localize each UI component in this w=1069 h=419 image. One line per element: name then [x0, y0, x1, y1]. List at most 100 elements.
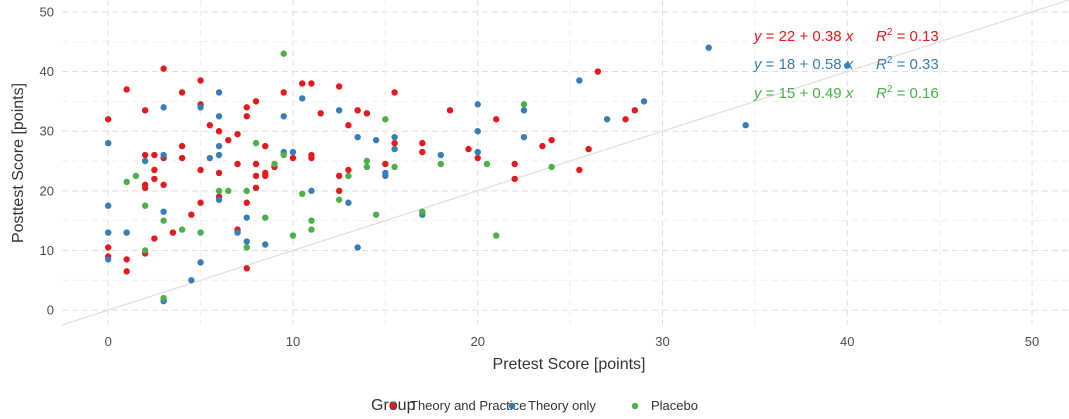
- x-axis-title: Pretest Score [points]: [493, 356, 646, 373]
- data-point: [151, 151, 158, 159]
- regression-equation: y = 18 + 0.58 x R2 = 0.33: [753, 55, 939, 73]
- data-point: [104, 244, 112, 251]
- data-point: [603, 116, 611, 123]
- data-point: [308, 217, 315, 224]
- data-point: [520, 101, 528, 108]
- data-point: [160, 104, 167, 111]
- data-point: [188, 277, 195, 284]
- data-point: [243, 199, 250, 206]
- data-point: [382, 116, 389, 123]
- data-point: [104, 202, 112, 209]
- data-point: [215, 151, 223, 159]
- data-point: [141, 184, 149, 192]
- data-point: [151, 175, 158, 183]
- legend-label: Theory and Practice: [410, 398, 526, 413]
- data-point: [215, 187, 223, 195]
- y-tick-label: 20: [40, 183, 54, 198]
- legend-label: Theory only: [528, 398, 596, 413]
- data-point: [243, 244, 250, 251]
- y-tick-label: 40: [40, 64, 54, 79]
- data-point: [576, 166, 583, 174]
- data-point: [335, 172, 343, 180]
- data-point: [493, 116, 500, 123]
- data-point: [280, 50, 287, 57]
- data-point: [372, 136, 380, 144]
- data-point: [243, 214, 250, 221]
- data-point: [243, 113, 250, 120]
- data-point: [234, 160, 241, 168]
- legend-key: [508, 402, 516, 410]
- data-point: [271, 160, 278, 168]
- identity-line: [61, 0, 1069, 326]
- data-point: [308, 187, 315, 195]
- data-point: [178, 226, 186, 233]
- data-point: [437, 151, 444, 159]
- data-point: [520, 133, 528, 141]
- data-point: [178, 89, 186, 96]
- data-point: [262, 172, 269, 180]
- data-point: [474, 148, 481, 156]
- data-point: [548, 163, 555, 171]
- x-tick-label: 20: [470, 334, 484, 349]
- data-point: [225, 136, 232, 144]
- data-point: [123, 178, 130, 186]
- y-tick-label: 30: [40, 124, 54, 139]
- data-point: [160, 294, 167, 302]
- x-tick-label: 50: [1025, 334, 1039, 349]
- y-tick-label: 50: [40, 4, 54, 19]
- data-point: [197, 259, 204, 266]
- data-point: [234, 130, 241, 138]
- data-point: [206, 154, 214, 162]
- legend-label: Placebo: [651, 398, 698, 413]
- data-point: [280, 113, 287, 120]
- data-point: [548, 136, 555, 144]
- data-point: [299, 95, 306, 102]
- data-point: [160, 181, 167, 189]
- data-point: [215, 196, 223, 203]
- data-point: [215, 113, 223, 120]
- data-point: [215, 89, 223, 96]
- data-point: [511, 160, 518, 168]
- data-point: [160, 217, 167, 224]
- data-point: [262, 142, 269, 150]
- data-point: [520, 107, 528, 114]
- data-point: [382, 172, 389, 180]
- data-point: [141, 247, 149, 254]
- data-point: [345, 199, 352, 206]
- data-point: [215, 127, 223, 135]
- axis-ticks: 0 10 20 30 40 50 0 10 20 30 40 50: [40, 4, 1040, 349]
- y-tick-label: 0: [47, 303, 54, 318]
- data-point: [372, 211, 380, 218]
- data-point: [363, 157, 371, 165]
- data-point: [197, 104, 204, 111]
- data-point: [252, 184, 260, 192]
- data-point: [335, 196, 343, 203]
- data-point: [141, 202, 149, 209]
- data-point: [252, 172, 260, 180]
- data-point: [511, 175, 518, 183]
- data-point: [178, 154, 186, 162]
- data-point: [382, 160, 389, 168]
- data-point: [289, 148, 297, 156]
- data-point: [151, 166, 158, 174]
- data-point: [335, 83, 343, 90]
- data-point: [308, 226, 315, 233]
- y-tick-label: 10: [40, 243, 54, 258]
- legend-key: [389, 402, 397, 410]
- data-point: [539, 142, 546, 150]
- data-point: [493, 232, 500, 239]
- data-point: [345, 122, 352, 129]
- data-point: [419, 139, 426, 147]
- data-point: [474, 154, 481, 162]
- data-point: [437, 160, 444, 168]
- data-point: [104, 256, 112, 263]
- regression-equation: y = 15 + 0.49 x R2 = 0.16: [753, 84, 939, 102]
- data-point: [474, 101, 481, 108]
- data-point: [391, 139, 398, 147]
- data-point: [262, 241, 269, 248]
- data-point: [594, 68, 602, 75]
- data-point: [132, 172, 140, 180]
